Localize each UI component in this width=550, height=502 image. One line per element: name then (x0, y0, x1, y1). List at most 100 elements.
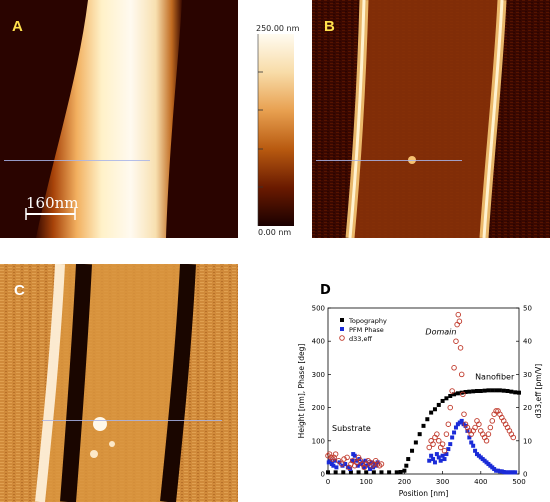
data-point (478, 389, 483, 393)
data-point (398, 470, 403, 475)
y-left-tick-label: 400 (312, 338, 325, 346)
data-point (449, 388, 455, 394)
data-point (434, 452, 439, 457)
nanofiber-shape (36, 0, 182, 238)
data-point (332, 451, 339, 457)
data-point (432, 460, 437, 465)
series-topography (326, 388, 521, 475)
data-point (394, 470, 399, 475)
annotation-substrate: Substrate (332, 424, 371, 433)
data-point (461, 411, 467, 417)
data-point (328, 458, 333, 463)
data-point (443, 431, 450, 437)
y-right-tick-label: 30 (523, 371, 532, 379)
annotation-nanofiber: Nanofiber (475, 372, 515, 381)
fiber-interior (352, 0, 502, 238)
y-left-tick-label: 0 (321, 471, 325, 479)
x-tick-label: 100 (360, 478, 373, 486)
data-point (334, 465, 339, 470)
data-point (455, 311, 462, 318)
y-right-tick-label: 40 (523, 338, 532, 346)
data-point (490, 388, 495, 393)
data-point (472, 424, 478, 431)
data-point (348, 470, 353, 475)
legend-marker (340, 327, 344, 331)
data-point (421, 423, 426, 428)
data-point (332, 458, 337, 463)
data-point (440, 398, 445, 403)
data-point (326, 451, 333, 457)
data-point (436, 402, 441, 407)
y-left-tick-label: 100 (312, 437, 325, 445)
data-point (436, 455, 441, 460)
data-point (335, 457, 342, 464)
height-colorbar (257, 34, 294, 226)
y-left-tick-label: 200 (312, 404, 325, 412)
data-point (476, 421, 482, 427)
y-right-tick-label: 0 (523, 471, 527, 479)
data-point (429, 410, 434, 415)
data-point (459, 418, 464, 423)
annotation-domain: Domain (425, 328, 456, 337)
domain-band-left (60, 264, 92, 502)
legend-marker (339, 335, 345, 341)
panel-c-pfm-phase: C (0, 264, 238, 502)
data-point (447, 404, 453, 411)
data-point (340, 463, 345, 468)
data-point (361, 465, 366, 470)
data-point (444, 396, 449, 401)
data-point (413, 440, 418, 445)
y-left-tick-label: 300 (312, 371, 325, 379)
data-point (513, 390, 518, 395)
data-point (417, 432, 422, 437)
data-point (513, 470, 518, 475)
data-point (445, 421, 452, 427)
data-point (402, 468, 407, 473)
data-point (379, 470, 384, 475)
data-point (510, 434, 517, 441)
data-point (483, 438, 490, 444)
data-point (485, 431, 492, 437)
data-point (453, 425, 458, 430)
data-point (450, 435, 455, 440)
data-point (343, 462, 348, 467)
data-point (463, 389, 468, 394)
x-tick-label: 0 (326, 478, 330, 486)
data-point (460, 391, 466, 398)
data-point (326, 470, 330, 475)
series-d33-eff (325, 311, 517, 471)
legend-label: d33,eff (349, 335, 372, 343)
data-point (337, 460, 342, 465)
scan-line (316, 160, 462, 161)
x-tick-label: 300 (436, 478, 449, 486)
data-point (329, 456, 336, 462)
data-point (404, 463, 409, 468)
data-point (444, 452, 449, 457)
data-point (345, 465, 350, 470)
data-point (493, 408, 499, 414)
panel-letter-c: C (14, 282, 25, 299)
data-point (364, 470, 369, 475)
data-point (352, 453, 357, 458)
data-point (438, 458, 443, 463)
data-point (434, 431, 440, 437)
data-point (325, 452, 331, 459)
data-point (426, 444, 432, 451)
y-right-axis-label: d33,eff [pm/V] (534, 364, 543, 419)
pfm-phase-image (0, 264, 238, 502)
data-point (442, 457, 447, 462)
data-point (487, 424, 494, 431)
data-point (341, 470, 346, 475)
data-point (471, 443, 476, 448)
y-right-tick-label: 10 (523, 437, 532, 445)
data-point (448, 393, 453, 398)
data-point (356, 470, 361, 475)
data-point (378, 461, 385, 467)
colorbar-bottom-label: 0.00 nm (258, 228, 292, 237)
data-point (469, 440, 474, 445)
data-point (517, 390, 521, 395)
x-axis-label: Position [nm] (399, 489, 449, 498)
data-point (344, 454, 350, 461)
data-point (369, 460, 374, 465)
